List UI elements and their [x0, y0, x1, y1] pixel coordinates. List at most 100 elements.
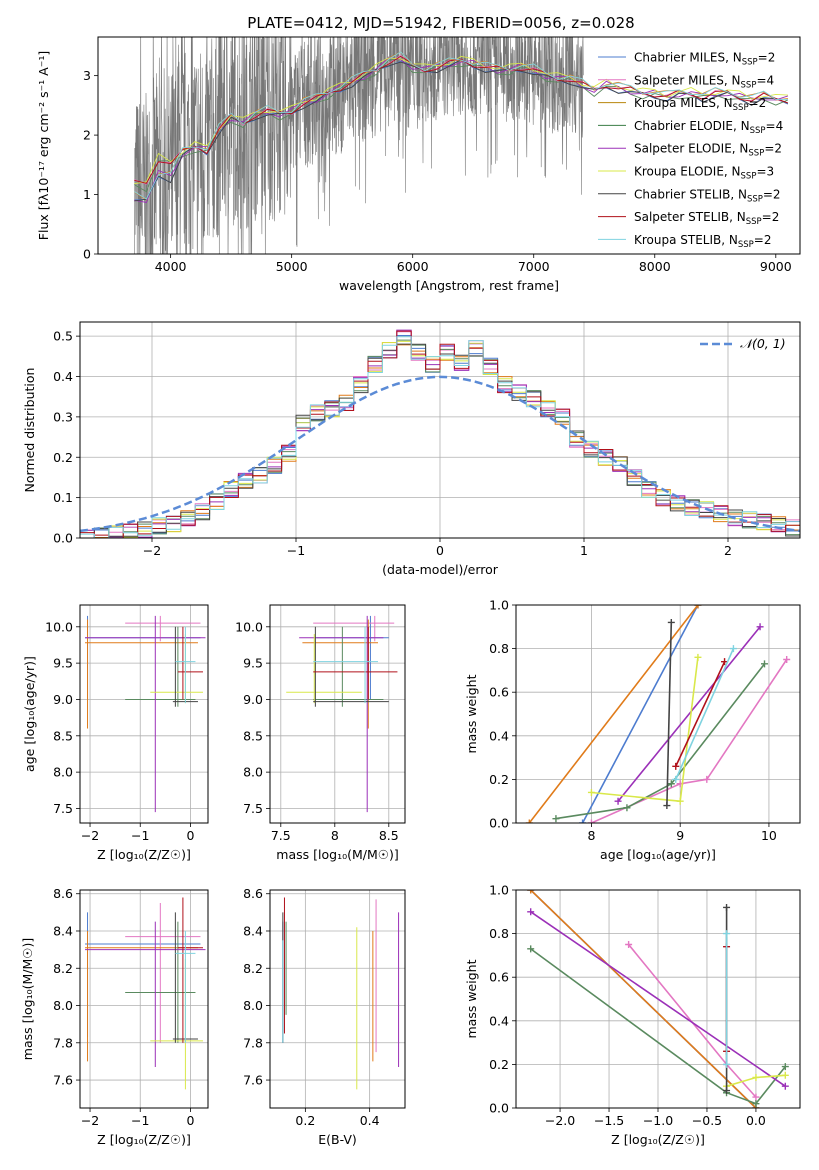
mass-vs-ebv-ytick-label: 7.6 — [243, 1073, 263, 1088]
weight-vs-z-marker-1 — [625, 941, 633, 948]
age-vs-mass-plot-area — [286, 615, 398, 813]
weight-vs-z-marker-3 — [527, 945, 535, 953]
weight-vs-z-ytick-label: 0.2 — [489, 1057, 509, 1072]
legend-entry: Chabrier ELODIE, NSSP=4 — [634, 119, 783, 136]
weight-vs-age-xtick-label: 9 — [676, 828, 684, 843]
mass-vs-ebv-ytick-label: 8.6 — [243, 886, 263, 901]
weight-vs-z-marker-1 — [752, 1093, 760, 1101]
model-spectrum-line-4 — [134, 57, 789, 204]
residuals-ytick-label: 0.4 — [53, 369, 73, 384]
age-vs-mass-axes: 7.5 8 8.5 7.5 8.0 8.5 9.0 9.5 10.0 mass [log₁₀(M/… — [235, 605, 405, 862]
observed-spectrum-line — [134, 37, 584, 254]
age-vs-z-ytick-label: 7.5 — [53, 801, 73, 816]
mass-vs-ebv-ytick-label: 8.4 — [243, 923, 263, 938]
mass-vs-z-ytick-label: 7.6 — [53, 1073, 73, 1088]
weight-vs-z-xlabel: Z [log₁₀(Z/Z☉)] — [611, 1132, 705, 1147]
age-vs-z-ytick-label: 10.0 — [45, 619, 73, 634]
residuals-ytick-label: 0.3 — [53, 409, 73, 424]
legend-entry: Kroupa STELIB, NSSP=2 — [634, 233, 772, 250]
age-vs-z-xlabel: Z [log₁₀(Z/Z☉)] — [97, 847, 191, 862]
weight-vs-age-marker-3 — [761, 660, 768, 668]
weight-vs-z-ytick-label: 0.4 — [489, 1013, 509, 1028]
weight-vs-age-marker-8 — [672, 775, 680, 783]
age-vs-mass-ytick-label: 9.5 — [243, 656, 263, 671]
spectrum-ylabel: Flux [fλ10⁻¹⁷ erg cm⁻² s⁻¹ A⁻¹] — [36, 51, 51, 240]
mass-vs-z-ytick-label: 8.2 — [53, 961, 73, 976]
spectrum-xtick-label: 5000 — [276, 259, 308, 274]
weight-vs-z-marker-3 — [781, 1063, 789, 1071]
mass-vs-z-xlabel: Z [log₁₀(Z/Z☉)] — [97, 1132, 191, 1147]
residuals-ytick-label: 0.0 — [53, 531, 73, 546]
spectrum-xtick-label: 6000 — [397, 259, 429, 274]
spectrum-legend: Chabrier MILES, NSSP=2 Salpeter MILES, NS… — [598, 51, 783, 250]
residuals-xlabel: (data-model)/error — [382, 562, 499, 577]
mass-vs-ebv-frame — [269, 889, 406, 1109]
weight-vs-age-marker-2 — [525, 819, 533, 823]
weight-vs-z-marker-2 — [527, 890, 535, 894]
legend-entry: Chabrier STELIB, NSSP=2 — [634, 187, 781, 204]
age-vs-z-xtick-label: 0 — [186, 828, 194, 843]
spectrum-ytick-label: 3 — [83, 68, 91, 83]
weight-vs-z-marker-5 — [752, 1073, 760, 1081]
weight-vs-age-marker-1 — [587, 819, 595, 823]
weight-vs-z-line-2 — [530, 890, 757, 1108]
weight-vs-age-marker-4 — [756, 623, 764, 631]
weight-vs-age-marker-7 — [672, 762, 680, 770]
weight-vs-z-marker-6 — [723, 1087, 731, 1095]
age-vs-mass-xtick-label: 8 — [331, 828, 339, 843]
weight-vs-age-marker-4 — [614, 797, 622, 805]
weight-vs-z-xtick-label: −0.5 — [692, 1113, 722, 1128]
residuals-ytick-label: 0.1 — [53, 490, 73, 505]
weight-vs-age-line-3 — [555, 663, 766, 820]
weight-vs-age-marker-1 — [703, 775, 711, 783]
weight-vs-age-marker-3 — [552, 815, 560, 823]
weight-vs-z-marker-6 — [723, 903, 731, 911]
weight-vs-z-xtick-label: −1.0 — [643, 1113, 673, 1128]
legend-entry: Chabrier MILES, NSSP=2 — [634, 51, 775, 68]
weight-vs-age-ytick-label: 0.0 — [489, 816, 509, 831]
weight-vs-age-ytick-label: 1.0 — [489, 598, 509, 613]
age-vs-mass-ytick-label: 8.5 — [243, 728, 263, 743]
model-spectrum-line-3 — [134, 58, 789, 193]
mass-vs-ebv-xtick-label: 0.4 — [360, 1113, 380, 1128]
weight-vs-age-line-6 — [666, 622, 673, 806]
spectrum-title: PLATE=0412, MJD=51942, FIBERID=0056, z=0… — [247, 14, 634, 32]
weight-vs-z-marker-5 — [781, 1071, 789, 1079]
mass-vs-ebv-ytick-label: 8.0 — [243, 998, 263, 1013]
legend-entry: Kroupa MILES, NSSP=2 — [634, 96, 766, 113]
weight-vs-z-marker-4 — [781, 1082, 789, 1090]
weight-vs-age-ytick-label: 0.8 — [489, 641, 509, 656]
mass-vs-ebv-ytick-label: 8.2 — [243, 961, 263, 976]
mass-vs-z-axes: −2 −1 0 7.6 7.8 8.0 8.2 8.4 8.6 Z [log₁₀(Z/Z☉)] ma… — [20, 886, 208, 1147]
weight-vs-z-xtick-label: 0.0 — [746, 1113, 766, 1128]
mass-vs-ebv-ytick-label: 7.8 — [243, 1035, 263, 1050]
age-vs-mass-frame — [269, 604, 406, 824]
weight-vs-z-ytick-label: 0.6 — [489, 970, 509, 985]
mass-vs-z-ytick-label: 8.6 — [53, 886, 73, 901]
weight-vs-z-plot-area — [527, 890, 789, 1108]
weight-vs-age-xlabel: age [log₁₀(age/yr)] — [600, 847, 716, 862]
mass-vs-z-ytick-label: 7.8 — [53, 1035, 73, 1050]
age-vs-z-plot-area — [85, 615, 206, 813]
mass-vs-z-ylabel: mass [log₁₀(M/M☉)] — [20, 938, 35, 1060]
mass-vs-ebv-axes: 0.2 0.4 7.6 7.8 8.0 8.2 8.4 8.6 E(B-V) — [243, 886, 405, 1147]
residuals-ylabel: Normed distribution — [22, 368, 37, 493]
residuals-xtick-label: 1 — [580, 543, 588, 558]
age-vs-z-ytick-label: 8.5 — [53, 728, 73, 743]
spectrum-xtick-label: 9000 — [760, 259, 792, 274]
weight-vs-age-marker-6 — [667, 618, 675, 626]
weight-vs-age-line-4 — [617, 626, 761, 802]
weight-vs-age-marker-3 — [623, 804, 631, 812]
weight-vs-z-ytick-label: 0.8 — [489, 926, 509, 941]
weight-vs-age-marker-5 — [587, 788, 595, 796]
weight-vs-z-marker-3 — [752, 1100, 760, 1108]
weight-vs-age-ytick-label: 0.2 — [489, 772, 509, 787]
spectrum-axes: 4000 5000 6000 7000 8000 9000 0 1 2 3 wavelength [… — [36, 51, 792, 293]
weight-vs-z-marker-4 — [527, 908, 535, 916]
weight-vs-z-ytick-label: 1.0 — [489, 883, 509, 898]
spectrum-ytick-label: 2 — [83, 128, 91, 143]
age-vs-z-ytick-label: 9.5 — [53, 656, 73, 671]
weight-vs-z-axes: −2.0 −1.5 −1.0 −0.5 0.0 0.0 0.2 0.4 0.6 0.8 1.0 Z [… — [464, 883, 800, 1147]
residuals-xtick-label: −2 — [143, 543, 161, 558]
residuals-xtick-label: 0 — [436, 543, 444, 558]
